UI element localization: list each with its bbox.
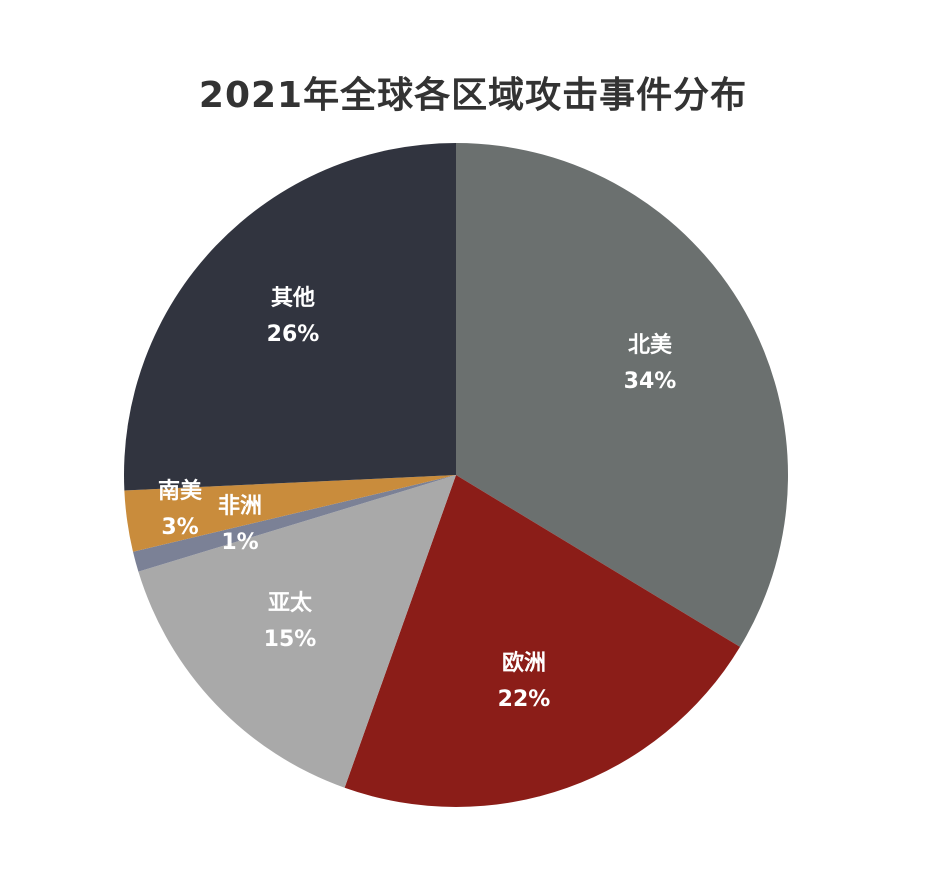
slice-value-label: 1%: [221, 530, 258, 555]
pie-slice: [344, 475, 741, 808]
slice-category-label: 欧洲: [502, 650, 546, 676]
pie-slice: [124, 475, 457, 552]
slice-category-label: 其他: [271, 286, 315, 311]
slice-value-label: 3%: [161, 515, 198, 540]
slice-value-label: 15%: [264, 627, 317, 652]
slice-category-label: 北美: [628, 332, 673, 358]
chart-title: 2021年全球各区域攻击事件分布: [198, 75, 748, 116]
slice-value-label: 34%: [624, 369, 677, 394]
slice-value-label: 26%: [267, 322, 320, 347]
pie-slice: [123, 142, 456, 491]
pie-slices: [123, 142, 789, 808]
slice-category-label: 非洲: [218, 494, 262, 519]
pie-labels: 北美 34% 欧洲 22% 亚太 15% 非洲 1% 南美 3% 其他 26%: [158, 286, 676, 712]
pie-slice: [456, 143, 789, 647]
slice-category-label: 亚太: [268, 591, 313, 616]
pie-slice: [132, 475, 457, 572]
slice-category-label: 南美: [158, 478, 203, 504]
pie-slice: [138, 475, 456, 788]
slice-value-label: 22%: [498, 687, 551, 712]
